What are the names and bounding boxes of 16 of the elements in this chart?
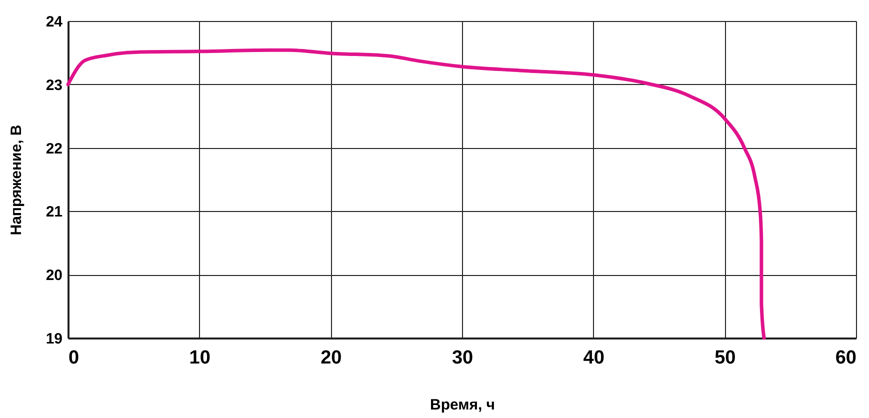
x-tick-label: 30 (452, 348, 474, 368)
y-tick-label: 20 (46, 267, 62, 284)
y-tick-label: 23 (46, 76, 62, 94)
line-series (66, 48, 766, 340)
y-tick-label: 21 (46, 204, 62, 221)
x-axis-title: Время, ч (430, 396, 496, 414)
x-tick-label: 50 (714, 348, 736, 368)
y-axis-title: Напряжение, В (8, 124, 25, 236)
y-tick-label: 19 (46, 330, 62, 348)
y-tick-label: 22 (46, 140, 62, 158)
x-tick-label: 10 (189, 348, 210, 368)
x-tick-label: 60 (835, 348, 856, 368)
x-tick-label: 20 (320, 348, 342, 368)
x-tick-label: 0 (68, 348, 80, 368)
y-tick-label: 24 (46, 14, 64, 30)
x-tick-label: 40 (583, 348, 604, 368)
